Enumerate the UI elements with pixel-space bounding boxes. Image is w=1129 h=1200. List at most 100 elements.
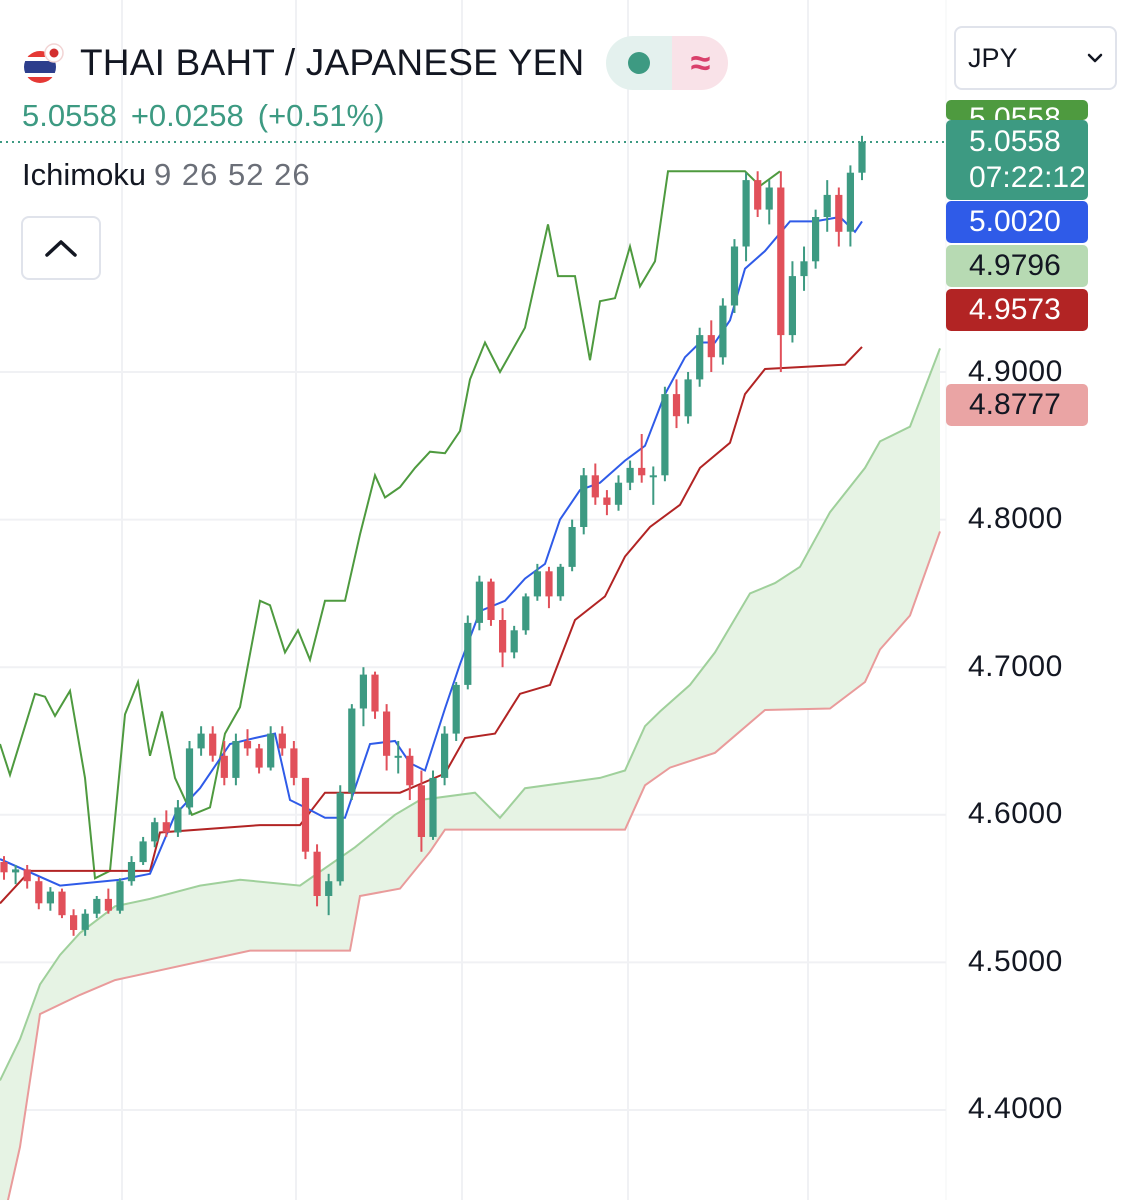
candle-body bbox=[730, 246, 739, 306]
price-change-percent: (+0.51%) bbox=[257, 98, 385, 133]
candle-body bbox=[371, 674, 379, 712]
candle bbox=[232, 733, 240, 786]
candle-body bbox=[313, 851, 321, 896]
candle-body bbox=[719, 305, 727, 358]
candle-body bbox=[301, 777, 310, 852]
leading-span-a-price-tag: 4.9796 bbox=[946, 245, 1088, 287]
candle-body bbox=[499, 620, 507, 653]
leading-span-b-price-tag: 4.8777 bbox=[946, 384, 1088, 426]
candle-body bbox=[162, 822, 170, 833]
candle bbox=[499, 608, 507, 668]
candle-body bbox=[800, 261, 808, 277]
candle bbox=[580, 467, 588, 535]
candle-body bbox=[348, 708, 356, 793]
candle bbox=[348, 704, 356, 801]
candle bbox=[719, 298, 727, 365]
market-status-pill[interactable]: ≈ bbox=[606, 36, 729, 90]
candle bbox=[614, 475, 623, 511]
market-open-indicator[interactable] bbox=[606, 36, 673, 90]
candle bbox=[174, 800, 182, 837]
candle bbox=[545, 566, 553, 609]
candle-body bbox=[417, 785, 425, 837]
candle bbox=[730, 239, 739, 313]
candle bbox=[522, 593, 530, 635]
candle bbox=[162, 810, 170, 837]
candle bbox=[371, 671, 379, 719]
currency-select[interactable]: JPY bbox=[954, 26, 1117, 90]
thailand-flag-icon bbox=[22, 41, 66, 85]
candle-body bbox=[522, 596, 530, 631]
candle-body bbox=[278, 733, 286, 749]
candle-body bbox=[742, 180, 750, 247]
candle-body bbox=[638, 467, 646, 476]
candle bbox=[81, 909, 89, 936]
candle bbox=[336, 785, 344, 886]
candle-body bbox=[12, 869, 20, 873]
indicator-legend[interactable]: Ichimoku 9 26 52 26 bbox=[22, 157, 311, 193]
candle-body bbox=[672, 394, 681, 417]
candle bbox=[765, 180, 773, 225]
candle bbox=[707, 320, 715, 372]
y-axis-tick: 4.5000 bbox=[968, 945, 1063, 978]
candle bbox=[209, 726, 217, 762]
price-summary: 5.0558 +0.0258 (+0.51%) bbox=[22, 98, 398, 134]
candle-body bbox=[533, 571, 541, 597]
candle-body bbox=[510, 630, 518, 653]
candle-body bbox=[70, 915, 78, 930]
candle-body bbox=[754, 180, 762, 210]
candle bbox=[290, 741, 298, 786]
last-price-tag: 5.0558 07:22:12 bbox=[946, 120, 1088, 200]
candle bbox=[533, 563, 541, 601]
candle bbox=[441, 726, 449, 786]
chevron-up-icon bbox=[45, 240, 77, 257]
candle-body bbox=[696, 335, 704, 380]
lagging-span-price-tag: 5.0558 bbox=[946, 100, 1088, 120]
symbol-title: THAI BAHT / JAPANESE YEN bbox=[80, 42, 585, 83]
candle bbox=[823, 180, 831, 232]
candle bbox=[255, 743, 263, 774]
candle bbox=[812, 209, 820, 269]
candle bbox=[116, 878, 124, 914]
y-axis-tick: 4.8000 bbox=[968, 502, 1063, 535]
candle-body bbox=[46, 891, 54, 904]
candle bbox=[568, 519, 576, 572]
candle bbox=[672, 379, 681, 429]
candle bbox=[510, 625, 518, 659]
candle-body bbox=[661, 394, 669, 476]
y-axis-tick: 4.9000 bbox=[968, 355, 1063, 388]
candle-body bbox=[823, 194, 831, 217]
candle bbox=[452, 681, 460, 741]
candle-body bbox=[290, 748, 298, 778]
candle-body bbox=[475, 581, 483, 623]
candle-body bbox=[139, 841, 147, 863]
candle-body bbox=[441, 733, 449, 778]
price-change: +0.0258 bbox=[130, 98, 244, 133]
chart-grid bbox=[0, 0, 947, 1200]
candle bbox=[394, 741, 402, 774]
candle bbox=[464, 615, 472, 690]
candle-body bbox=[220, 755, 228, 778]
candle-body bbox=[35, 881, 43, 904]
bar-countdown: 07:22:12 bbox=[969, 161, 1086, 194]
candle bbox=[139, 836, 147, 865]
candle bbox=[267, 726, 275, 771]
candle bbox=[429, 770, 437, 840]
y-axis-tick: 4.4000 bbox=[968, 1092, 1063, 1125]
candle bbox=[197, 726, 205, 756]
candle bbox=[754, 171, 762, 218]
candle bbox=[93, 895, 101, 919]
candle bbox=[417, 770, 425, 852]
indicator-params: 9 26 52 26 bbox=[154, 157, 311, 192]
candle-body bbox=[788, 276, 796, 336]
collapse-legend-button[interactable] bbox=[21, 216, 101, 280]
candle bbox=[638, 433, 646, 483]
candle bbox=[661, 386, 669, 482]
candle-body bbox=[556, 566, 565, 597]
candle bbox=[70, 909, 78, 936]
candle-body bbox=[452, 684, 460, 734]
candle-body bbox=[394, 755, 402, 758]
delayed-data-icon[interactable]: ≈ bbox=[672, 36, 729, 90]
candle bbox=[243, 729, 252, 756]
candle bbox=[301, 777, 310, 860]
